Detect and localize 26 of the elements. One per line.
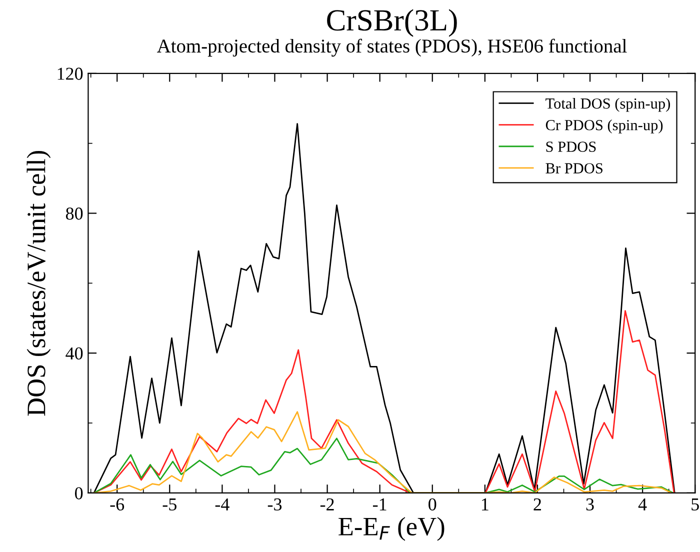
y-tick-label: 120 <box>58 68 83 80</box>
chart-subtitle: Atom-projected density of states (PDOS), HSE06 functional <box>157 38 627 57</box>
x-tick-label: 2 <box>534 498 541 510</box>
x-tick-label: 4 <box>638 498 647 510</box>
x-tick-label: -2 <box>320 498 334 510</box>
x-tick-label: -6 <box>110 498 124 511</box>
y-axis-title: DOS (states/eV/unit cell) <box>26 150 51 416</box>
y-tick-label: 0 <box>75 487 83 500</box>
x-tick-label: 5 <box>692 498 699 511</box>
legend-label: S PDOS <box>546 142 596 152</box>
x-tick-label: 1 <box>482 498 488 510</box>
x-tick-label: -4 <box>215 498 230 510</box>
x-tick-label: -3 <box>268 498 282 511</box>
line-series <box>93 411 672 493</box>
x-tick-label: 3 <box>586 498 594 511</box>
y-tick-label: 40 <box>66 347 83 360</box>
x-tick-label: 0 <box>428 498 436 511</box>
legend-label: Cr PDOS (spin-up) <box>546 120 663 134</box>
x-tick-label: -1 <box>372 498 386 510</box>
chart-title: CrSBr(3L) <box>327 9 457 37</box>
legend-label: Br PDOS <box>546 163 602 174</box>
y-tick-label: 80 <box>66 208 83 220</box>
legend-label: Total DOS (spin-up) <box>546 98 670 112</box>
x-tick-label: -5 <box>162 498 176 511</box>
x-axis-title: E-E$_{F}$ (eV) <box>338 516 444 541</box>
line-series <box>93 438 674 493</box>
